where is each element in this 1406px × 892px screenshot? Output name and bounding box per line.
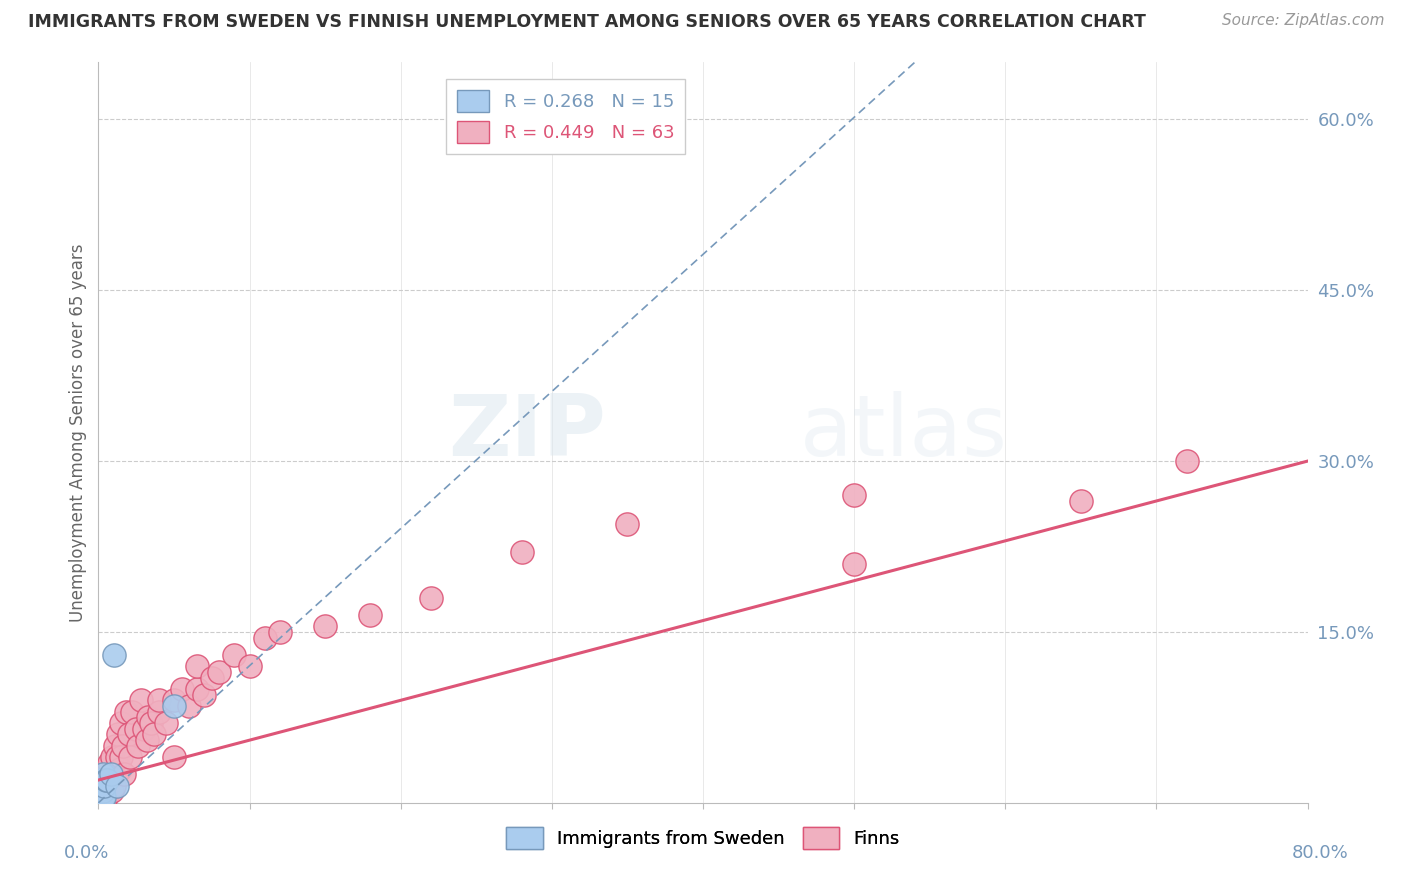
Point	[91, 790, 114, 805]
Point	[120, 750, 142, 764]
Point	[224, 648, 246, 662]
Point	[253, 631, 276, 645]
Point	[90, 790, 112, 805]
Point	[98, 756, 121, 770]
Point	[89, 790, 111, 805]
Point	[616, 516, 638, 531]
Point	[127, 739, 149, 753]
Point	[420, 591, 443, 605]
Point	[201, 671, 224, 685]
Point	[844, 488, 866, 502]
Text: Source: ZipAtlas.com: Source: ZipAtlas.com	[1222, 13, 1385, 29]
Point	[89, 784, 111, 798]
Point	[155, 716, 177, 731]
Point	[136, 710, 159, 724]
Point	[141, 716, 163, 731]
Point	[96, 762, 118, 776]
Point	[103, 779, 125, 793]
Point	[91, 767, 114, 781]
Point	[91, 790, 114, 805]
Point	[93, 784, 115, 798]
Point	[105, 779, 128, 793]
Point	[107, 727, 129, 741]
Point	[89, 784, 111, 798]
Point	[104, 739, 127, 753]
Point	[208, 665, 231, 679]
Point	[93, 779, 115, 793]
Point	[100, 772, 122, 787]
Text: IMMIGRANTS FROM SWEDEN VS FINNISH UNEMPLOYMENT AMONG SENIORS OVER 65 YEARS CORRE: IMMIGRANTS FROM SWEDEN VS FINNISH UNEMPL…	[28, 13, 1146, 31]
Point	[89, 790, 111, 805]
Text: 0.0%: 0.0%	[63, 844, 110, 862]
Point	[98, 784, 121, 798]
Y-axis label: Unemployment Among Seniors over 65 years: Unemployment Among Seniors over 65 years	[69, 244, 87, 622]
Point	[93, 767, 115, 781]
Point	[90, 772, 112, 787]
Point	[844, 557, 866, 571]
Point	[186, 681, 208, 696]
Point	[103, 648, 125, 662]
Point	[1175, 454, 1198, 468]
Point	[125, 722, 148, 736]
Point	[179, 698, 201, 713]
Point	[114, 705, 136, 719]
Point	[110, 716, 132, 731]
Point	[111, 739, 134, 753]
Point	[110, 750, 132, 764]
Point	[93, 790, 115, 805]
Point	[101, 750, 124, 764]
Point	[118, 727, 141, 741]
Point	[91, 784, 114, 798]
Text: ZIP: ZIP	[449, 391, 606, 475]
Point	[94, 772, 117, 787]
Point	[163, 693, 186, 707]
Point	[360, 607, 382, 622]
Point	[163, 698, 186, 713]
Point	[96, 772, 118, 787]
Point	[105, 750, 128, 764]
Point	[143, 727, 166, 741]
Point	[135, 733, 157, 747]
Point	[163, 750, 186, 764]
Point	[112, 767, 135, 781]
Point	[121, 705, 143, 719]
Point	[91, 779, 114, 793]
Point	[510, 545, 533, 559]
Legend: Immigrants from Sweden, Finns: Immigrants from Sweden, Finns	[499, 821, 907, 856]
Point	[100, 767, 122, 781]
Point	[129, 693, 152, 707]
Text: atlas: atlas	[800, 391, 1008, 475]
Point	[90, 790, 112, 805]
Point	[90, 772, 112, 787]
Point	[148, 705, 170, 719]
Point	[186, 659, 208, 673]
Point	[269, 624, 291, 639]
Point	[193, 688, 215, 702]
Point	[148, 693, 170, 707]
Point	[94, 790, 117, 805]
Point	[101, 784, 124, 798]
Point	[170, 681, 193, 696]
Text: 80.0%: 80.0%	[1291, 844, 1348, 862]
Point	[239, 659, 262, 673]
Point	[96, 779, 118, 793]
Point	[314, 619, 336, 633]
Point	[132, 722, 155, 736]
Point	[108, 762, 131, 776]
Point	[1070, 494, 1092, 508]
Point	[94, 772, 117, 787]
